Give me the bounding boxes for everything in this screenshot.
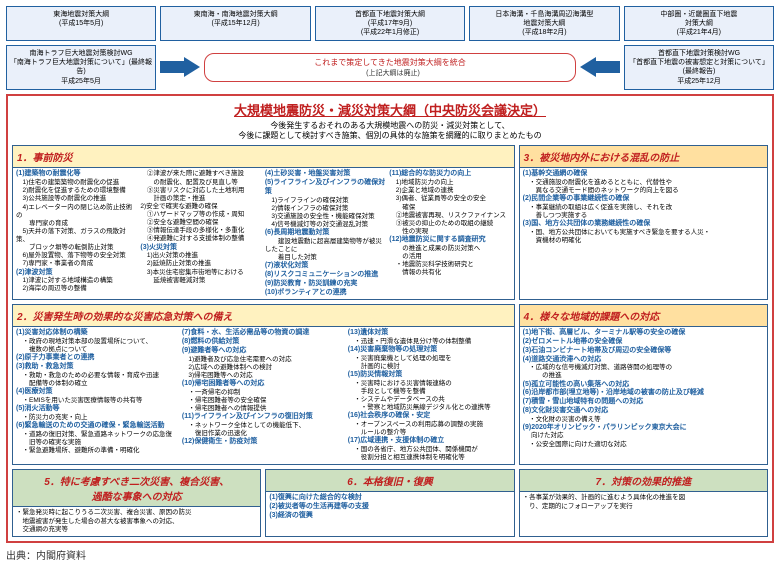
right-wg-box: 首都直下地震対策検討WG 「首都直下地震の被害想定と対策について」 (最終報告)… — [624, 45, 774, 89]
s1c2: ②津波が来た際に避難すべき施設 の耐震化、配置及び見直し等 ③災害リスクに対応し… — [140, 170, 261, 297]
section-2: 2．災害発生時の効果的な災害応急対策への備え (1)災害対応体制の構築 ・政府の… — [12, 304, 515, 465]
s2-body: (1)災害対応体制の構築 ・政府の現地対策本部の設置場所について、 複数の拠点に… — [13, 327, 514, 464]
t4t: 中部圏・近畿圏直下地震 対策大綱 — [660, 11, 737, 27]
s3-body: (1)基幹交通網の確保 ・交通施設の耐震化を進めるとともに、代替性や 異なる交通… — [520, 168, 767, 247]
t3t: 日本海溝・千島海溝周辺海溝型 地震対策大綱 — [495, 11, 593, 27]
s1c3: (4)土砂災害・地盤災害対策 (5)ライフライン及びインフラの確保対策 1)ライ… — [265, 170, 386, 297]
rw3: 平成25年12月 — [627, 77, 771, 86]
t2t: 首都直下地震対策大綱 — [355, 11, 425, 18]
left-wg-box: 南海トラフ巨大地震対策検討WG 「南海トラフ巨大地震対策について」(最終報告) … — [6, 45, 156, 89]
page-root: 東海地震対策大綱 (平成15年5月) 東南海・南海地震対策大綱 (平成15年12月)… — [0, 0, 780, 568]
t1d: (平成15年12月) — [211, 20, 259, 27]
bottom-row: 5．特に考慮すべき二次災害、複合災害、 過酷な事象への対応 ・緊急発災時に起こり… — [12, 469, 768, 536]
s4-body: (1)地下街、高層ビル、ターミナル駅等の安全の確保 (2)ゼロメートル地帯の安全… — [520, 327, 767, 450]
top-box-3: 日本海溝・千島海溝周辺海溝型 地震対策大綱 (平成18年2月) — [469, 6, 619, 41]
top-sources-row: 東海地震対策大綱 (平成15年5月) 東南海・南海地震対策大綱 (平成15年12月)… — [6, 6, 774, 41]
merge-box: これまで策定してきた地震対策大綱を統合 (上記大綱は廃止) — [204, 53, 576, 82]
s1-body: (1)建築物の耐震化等 1)住宅の建築築物の耐震化の促進 2)耐震化を促進するた… — [13, 168, 514, 299]
s1-header: 1．事前防災 — [13, 146, 514, 168]
t0d: (平成15年5月) — [59, 20, 103, 27]
lw1: 南海トラフ巨大地震対策検討WG — [9, 49, 153, 58]
sections-grid: 1．事前防災 (1)建築物の耐震化等 1)住宅の建築築物の耐震化の促進 2)耐震… — [12, 145, 768, 465]
s4-header: 4．様々な地域的課題への対応 — [520, 305, 767, 327]
top-box-1: 東南海・南海地震対策大綱 (平成15年12月) — [160, 6, 310, 41]
merge-title: これまで策定してきた地震対策大綱を統合 — [208, 57, 572, 68]
t3d: (平成18年2月) — [522, 29, 566, 36]
section-4: 4．様々な地域的課題への対応 (1)地下街、高層ビル、ターミナル駅等の安全の確保… — [519, 304, 768, 465]
s2c2: (7)食料・水、生活必需品等の物資の調達 (8)燃料の供給対策 (9)避難者等へ… — [182, 329, 345, 462]
lw3: 平成25年5月 — [9, 77, 153, 86]
s7-body: ・各事業が効果的、計画的に進むよう具体化の推進を図 り、定期的にフォローアップを… — [520, 492, 767, 512]
section-5: 5．特に考慮すべき二次災害、複合災害、 過酷な事象への対応 ・緊急発災時に起こり… — [12, 469, 261, 536]
t4d: (平成21年4月) — [677, 29, 721, 36]
arrow-left-icon — [580, 57, 620, 77]
s3-header: 3．被災地内外における混乱の防止 — [520, 146, 767, 168]
top-box-0: 東海地震対策大綱 (平成15年5月) — [6, 6, 156, 41]
s5-body: ・緊急発災時に起こりうる二次災害、複合災害、原因の防災 地震被害が発生した場合の… — [13, 507, 260, 535]
section-3: 3．被災地内外における混乱の防止 (1)基幹交通網の確保 ・交通施設の耐震化を進… — [519, 145, 768, 300]
merge-row: 南海トラフ巨大地震対策検討WG 「南海トラフ巨大地震対策について」(最終報告) … — [6, 45, 774, 89]
arrow-right-icon — [160, 57, 200, 77]
section-6: 6．本格復旧・復興 (1)復興に向けた総合的な検討 (2)被災者等の生活再建等の… — [265, 469, 514, 536]
section-7: 7．対策の効果的推進 ・各事業が効果的、計画的に進むよう具体化の推進を図 り、定… — [519, 469, 768, 536]
s1c4: (11)総合的な防災力の向上 1)地域防災力の向上 2)企業と地域の連携 3)偶… — [389, 170, 510, 297]
s2c1: (1)災害対応体制の構築 ・政府の現地対策本部の設置場所について、 複数の拠点に… — [16, 329, 179, 462]
t1t: 東南海・南海地震対策大綱 — [194, 11, 278, 18]
t0t: 東海地震対策大綱 — [53, 11, 109, 18]
s6-body: (1)復興に向けた総合的な検討 (2)被災者等の生活再建等の支援 (3)経済の復… — [266, 492, 513, 522]
rw1: 首都直下地震対策検討WG — [627, 49, 771, 58]
merge-sub: (上記大綱は廃止) — [208, 68, 572, 78]
section-1: 1．事前防災 (1)建築物の耐震化等 1)住宅の建築築物の耐震化の促進 2)耐震… — [12, 145, 515, 300]
top-box-2: 首都直下地震対策大綱 (平成17年9月) (平成22年1月修正) — [315, 6, 465, 41]
lw2: 「南海トラフ巨大地震対策について」(最終報告) — [9, 58, 153, 76]
top-box-4: 中部圏・近畿圏直下地震 対策大綱 (平成21年4月) — [624, 6, 774, 41]
main-title: 大規模地震防災・減災対策大綱（中央防災会議決定） — [12, 100, 768, 119]
source-label: 出典：内閣府資料 — [6, 547, 774, 562]
main-subtitle: 今後発生するおそれのある大規模地震への防災・減災対策として、 今後に課題として検… — [12, 121, 768, 142]
s1c1: (1)建築物の耐震化等 1)住宅の建築築物の耐震化の促進 2)耐震化を促進するた… — [16, 170, 137, 297]
s2c3: (13)遺体対策 ・迅速・円滑な遺体見分け等の体制整備 (14)災害廃棄物等の処… — [348, 329, 511, 462]
s2-header: 2．災害発生時の効果的な災害応急対策への備え — [13, 305, 514, 327]
main-outline: 大規模地震防災・減災対策大綱（中央防災会議決定） 今後発生するおそれのある大規模… — [6, 94, 774, 543]
rw2: 「首都直下地震の被害想定と対策について」 (最終報告) — [627, 58, 771, 76]
t2d: (平成17年9月) (平成22年1月修正) — [361, 20, 419, 36]
s7-header: 7．対策の効果的推進 — [520, 470, 767, 492]
s6-header: 6．本格復旧・復興 — [266, 470, 513, 492]
s5-header: 5．特に考慮すべき二次災害、複合災害、 過酷な事象への対応 — [13, 470, 260, 507]
